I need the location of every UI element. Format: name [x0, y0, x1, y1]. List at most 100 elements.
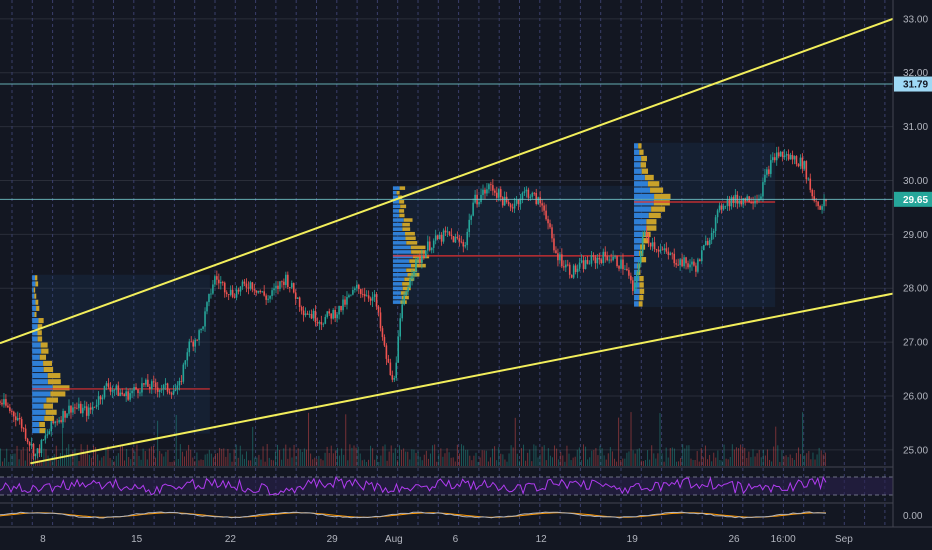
volume-bar	[680, 458, 682, 466]
candle-body	[377, 306, 380, 313]
volume-bar	[735, 447, 737, 466]
candle-body	[604, 251, 607, 257]
volume-bar	[446, 448, 448, 466]
volume-bar	[779, 461, 781, 466]
candle-body	[56, 421, 58, 423]
profile-bar-down	[639, 288, 645, 294]
volume-bar	[219, 447, 221, 466]
profile-bar-down	[400, 204, 407, 209]
candle-body	[568, 264, 571, 275]
volume-bar	[773, 446, 775, 466]
profile-bar-down	[646, 225, 657, 231]
candle-body	[417, 257, 419, 260]
candle-body	[229, 289, 232, 295]
volume-bar	[802, 412, 804, 466]
candle-body	[497, 189, 500, 198]
candle-body	[781, 151, 784, 158]
candle-body	[245, 283, 248, 288]
profile-bar-down	[35, 299, 39, 305]
candle-body	[789, 154, 792, 160]
profile-bar-down	[47, 373, 61, 379]
candle-body	[413, 271, 415, 276]
volume-bar	[500, 453, 502, 466]
candle-body	[99, 396, 102, 400]
profile-bar-down	[37, 330, 42, 336]
candle-body	[803, 161, 806, 169]
volume-bar	[200, 459, 202, 466]
candle-body	[448, 231, 451, 235]
volume-bar	[479, 457, 481, 466]
candle-body	[275, 285, 277, 289]
candle-body	[480, 194, 482, 203]
volume-bar	[816, 454, 818, 466]
volume-bar	[349, 444, 351, 466]
volume-bar	[308, 412, 310, 466]
volume-bar	[541, 446, 543, 466]
candle-body	[251, 282, 254, 290]
candle-body	[391, 375, 394, 380]
volume-bar	[101, 457, 103, 466]
volume-bar	[793, 459, 795, 466]
candle-body	[440, 234, 443, 242]
candle-body	[472, 202, 474, 216]
profile-bar-up	[392, 263, 411, 268]
candle-body	[444, 230, 447, 233]
candle-body	[525, 189, 528, 192]
volume-bar	[783, 456, 785, 466]
volume-bar	[192, 457, 194, 466]
candle-body	[223, 282, 226, 293]
profile-bar-up	[634, 244, 641, 250]
volume-bar	[72, 452, 74, 466]
volume-bar	[405, 451, 407, 466]
profile-bar-up	[392, 282, 403, 286]
volume-bar	[822, 454, 824, 466]
volume-bar	[785, 455, 787, 466]
profile-bar-up	[32, 415, 45, 421]
profile-bar-down	[639, 282, 644, 288]
candle-body	[397, 336, 400, 363]
profile-bar-up	[634, 269, 638, 275]
profile-bar-up	[392, 259, 410, 263]
volume-bar	[150, 446, 152, 466]
profile-bar-up	[634, 149, 640, 155]
volume-bar	[487, 461, 489, 466]
volume-bar	[351, 447, 353, 466]
candle-body	[663, 248, 666, 250]
profile-bar-down	[648, 212, 661, 219]
profile-bar-down	[406, 241, 418, 245]
candle-body	[608, 259, 610, 261]
candle-body	[204, 311, 206, 327]
candle-body	[415, 259, 417, 272]
volume-bar	[285, 444, 287, 466]
candle-body	[212, 284, 214, 294]
profile-bar-up	[32, 330, 38, 336]
volume-bar	[401, 449, 403, 466]
candle-body	[425, 250, 427, 258]
volume-bar	[797, 447, 799, 466]
volume-bars	[0, 412, 826, 466]
profile-bar-up	[634, 143, 639, 149]
profile-bar-down	[653, 200, 670, 206]
profile-bar-up	[32, 385, 53, 391]
candle-body	[752, 202, 754, 204]
candle-body	[312, 310, 315, 319]
candle-body	[32, 443, 35, 457]
candle-body	[594, 256, 597, 264]
volume-bar	[423, 454, 425, 466]
candle-body	[511, 207, 514, 209]
volume-bar	[566, 445, 568, 466]
candle-body	[24, 428, 27, 439]
volume-bar	[28, 453, 30, 466]
volume-bar	[587, 459, 589, 466]
volume-bar	[18, 459, 20, 466]
candle-body	[779, 151, 782, 157]
candle-body	[11, 410, 13, 412]
candle-body	[764, 174, 766, 183]
volume-bar	[729, 456, 731, 466]
volume-bar	[210, 453, 212, 466]
volume-bar	[20, 450, 22, 466]
candle-body	[74, 407, 76, 409]
profile-bar-down	[36, 305, 40, 311]
candle-body	[572, 265, 575, 278]
